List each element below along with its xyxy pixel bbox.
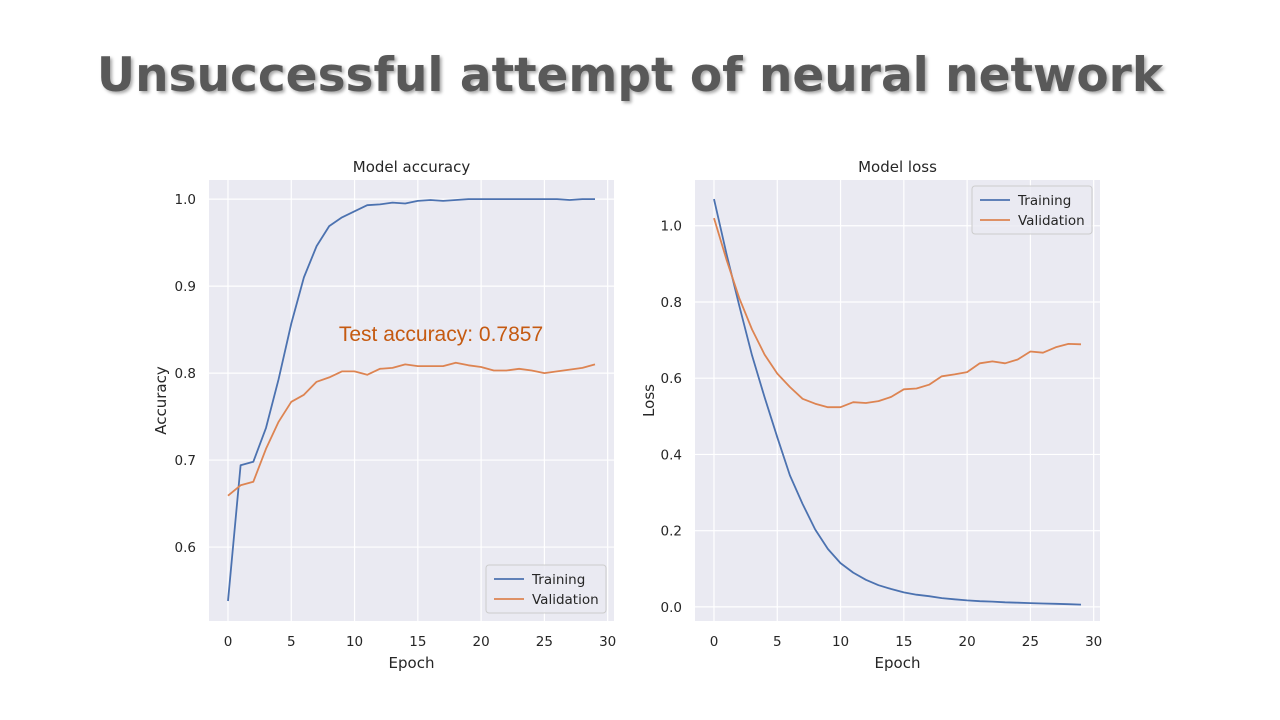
chart2-y-tick-label: 1.0 [661, 219, 682, 235]
chart2-x-tick-label: 30 [1085, 634, 1102, 650]
chart1-series-training-line [227, 198, 595, 602]
chart2-series-training-line [713, 198, 1082, 606]
chart1-y-tick-label: 0.9 [175, 279, 196, 295]
chart2-x-tick-label: 15 [895, 634, 912, 650]
chart1-legend [485, 564, 607, 614]
chart1-series-validation-line [227, 361, 596, 497]
chart1-x-tick-label: 30 [599, 634, 616, 650]
chart1-test-accuracy-annotation: Test accuracy: 0.7857 [339, 323, 543, 346]
chart2-y-tick-label: 0.8 [661, 295, 682, 311]
chart1-y-axis-label: Accuracy [152, 366, 170, 435]
chart2-legend [971, 185, 1093, 235]
chart1-legend-validation-label: Validation [532, 592, 599, 608]
chart2-legend-validation-label: Validation [1018, 213, 1085, 229]
chart2-legend-training-label: Training [1017, 193, 1071, 209]
chart2-y-axis-label: Loss [640, 384, 658, 417]
chart2-plot-area [695, 180, 1100, 621]
chart2-x-tick-label: 0 [710, 634, 719, 650]
chart1-x-tick-label: 20 [473, 634, 490, 650]
chart2-y-tick-label: 0.2 [661, 524, 682, 540]
chart1-x-tick-label: 15 [409, 634, 426, 650]
chart1-y-tick-label: 0.7 [175, 453, 196, 469]
chart1-x-tick-label: 25 [536, 634, 553, 650]
chart2-y-tick-label: 0.4 [661, 447, 682, 463]
slide-title: Unsuccessful attempt of neural network [96, 48, 1164, 103]
chart2-x-tick-label: 25 [1022, 634, 1039, 650]
chart1-legend-training-label: Training [531, 572, 585, 588]
chart1-plot-area [209, 180, 614, 621]
chart2-title: Model loss [858, 158, 937, 176]
chart1-x-tick-label: 5 [287, 634, 296, 650]
chart2-x-tick-label: 5 [773, 634, 782, 650]
chart2-x-tick-label: 20 [959, 634, 976, 650]
chart1-x-tick-label: 10 [346, 634, 363, 650]
chart1-title: Model accuracy [353, 158, 471, 176]
chart1-x-axis-label: Epoch [389, 654, 435, 672]
chart2-x-tick-label: 10 [832, 634, 849, 650]
chart2-y-tick-label: 0.0 [661, 600, 682, 616]
chart2-x-axis-label: Epoch [875, 654, 921, 672]
chart1-y-tick-label: 0.8 [175, 366, 196, 382]
chart1-y-tick-label: 1.0 [175, 192, 196, 208]
chart1-x-tick-label: 0 [224, 634, 233, 650]
chart2-series-validation-line [713, 217, 1082, 409]
chart2-y-tick-label: 0.6 [661, 371, 682, 387]
chart1-y-tick-label: 0.6 [175, 540, 196, 556]
